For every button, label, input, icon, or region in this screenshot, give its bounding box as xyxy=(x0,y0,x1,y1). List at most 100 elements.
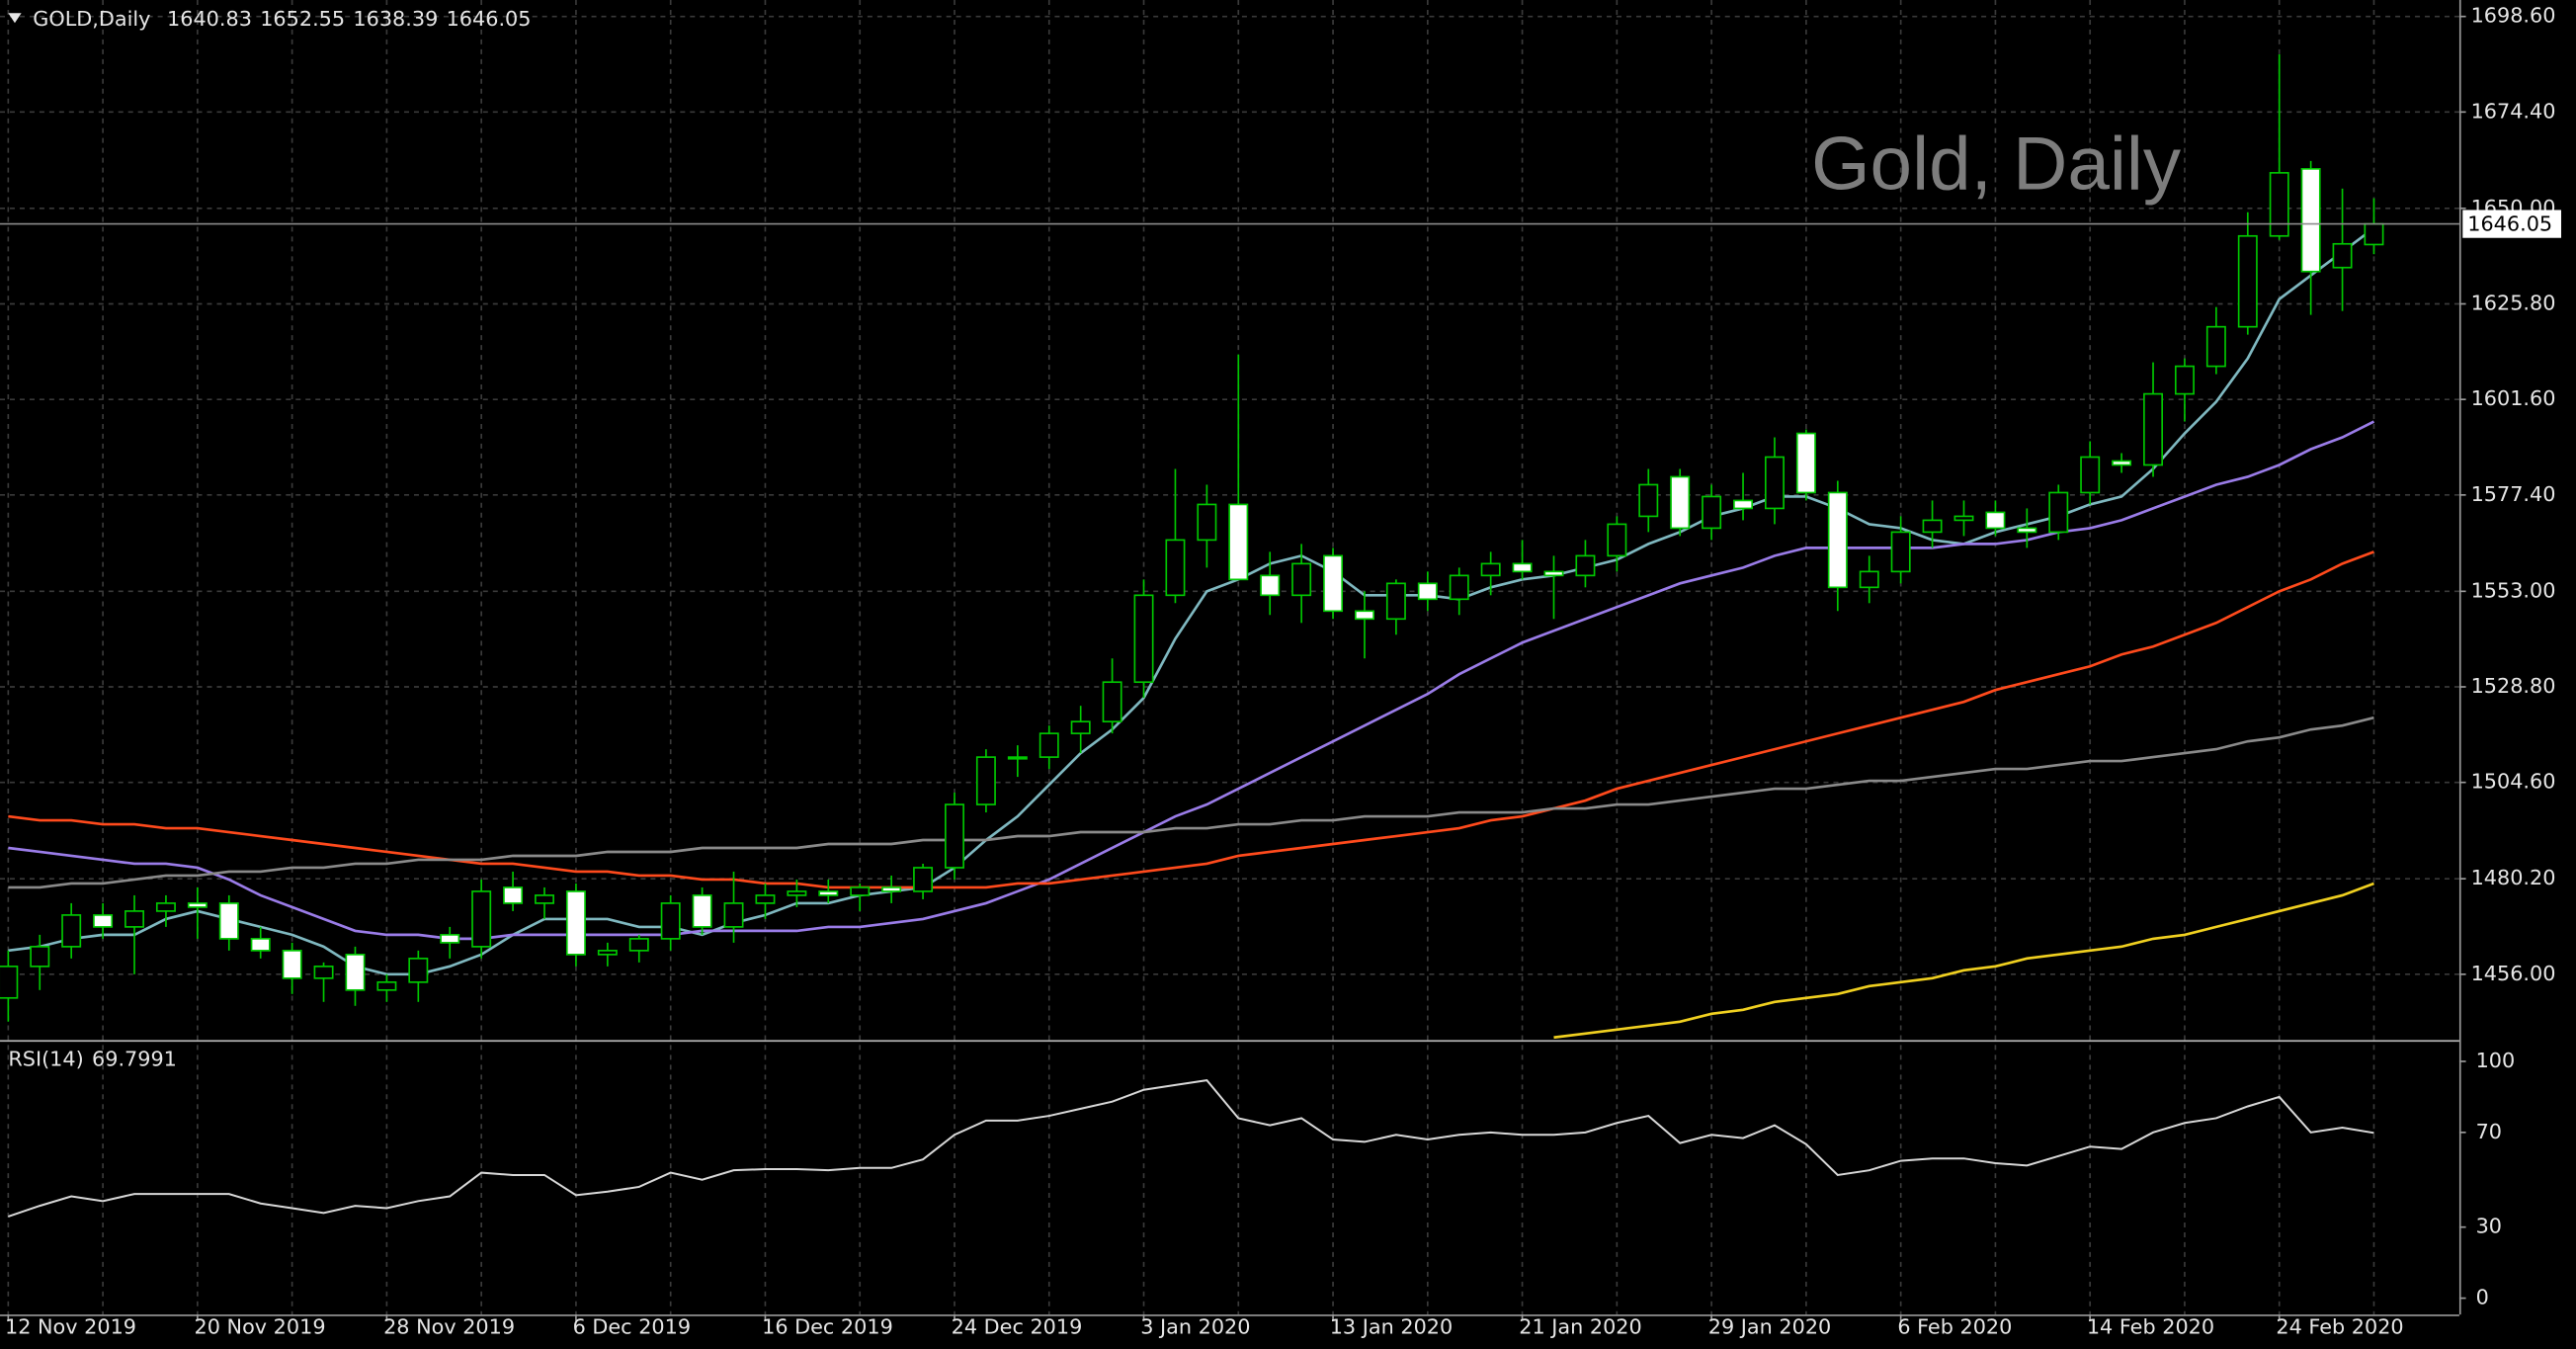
candle-body xyxy=(93,914,114,928)
candle-body xyxy=(1355,610,1374,621)
line-series xyxy=(8,420,2375,941)
line-series xyxy=(1553,882,2374,1040)
candle-body xyxy=(1827,491,1848,589)
candle-body xyxy=(2174,365,2195,395)
line-series xyxy=(8,1079,2374,1218)
y-tick-label: 1674.40 xyxy=(2471,99,2556,123)
rsi-value: 69.7991 xyxy=(92,1047,177,1070)
rsi-y-tick-label: 100 xyxy=(2476,1049,2516,1072)
candle-body xyxy=(975,756,996,805)
candle-body xyxy=(913,867,934,892)
candle-body xyxy=(1070,720,1091,734)
candle-body xyxy=(1165,539,1186,597)
x-tick-label: 29 Jan 2020 xyxy=(1708,1314,1831,1338)
candle-body xyxy=(1385,582,1406,621)
candle-body xyxy=(2300,168,2321,273)
candle-body xyxy=(1985,511,2006,530)
x-tick-label: 14 Feb 2020 xyxy=(2087,1314,2214,1338)
candle-body xyxy=(471,890,492,948)
watermark: Gold, Daily xyxy=(1811,122,2182,206)
candle-body xyxy=(125,910,144,928)
candle-body xyxy=(2048,491,2069,534)
candle-body xyxy=(2237,234,2258,328)
grid xyxy=(0,0,2459,1315)
collapse-icon xyxy=(8,13,22,24)
candle-body xyxy=(1323,554,1344,613)
candle-body xyxy=(1260,574,1281,597)
close-value: 1646.05 xyxy=(447,7,532,31)
y-tick-label: 1577.40 xyxy=(2471,482,2556,506)
candle-body xyxy=(1953,515,1974,522)
candle-body xyxy=(155,902,176,912)
candle-body xyxy=(1575,554,1596,577)
candle-body xyxy=(1007,756,1028,760)
y-tick-label: 1456.00 xyxy=(2471,962,2556,985)
candle-body xyxy=(1417,582,1438,601)
candle-body xyxy=(2080,456,2101,494)
candle-body xyxy=(250,938,271,952)
candle-body xyxy=(1890,531,1911,573)
x-tick-label: 24 Dec 2019 xyxy=(952,1314,1083,1338)
candle-body xyxy=(565,890,586,956)
candle-body xyxy=(218,902,239,940)
candle-body xyxy=(1922,519,1943,534)
candle-body xyxy=(628,938,649,952)
y-tick-label: 1601.60 xyxy=(2471,386,2556,410)
line-series xyxy=(8,716,2374,889)
x-tick-label: 16 Dec 2019 xyxy=(762,1314,893,1338)
candle-body xyxy=(503,886,524,904)
candle-body xyxy=(881,886,902,892)
candle-body xyxy=(535,894,554,904)
candle-body xyxy=(1039,732,1059,758)
candle-body xyxy=(723,902,744,928)
candle-body xyxy=(282,950,302,979)
x-tick-label: 13 Jan 2020 xyxy=(1330,1314,1453,1338)
candle-body xyxy=(313,966,334,979)
candle-body xyxy=(1197,503,1217,542)
candle-body xyxy=(0,966,19,999)
open-value: 1640.83 xyxy=(167,7,252,31)
candle-body xyxy=(1480,562,1501,577)
candle-body xyxy=(755,894,776,904)
price-label: 1646.05 xyxy=(2467,211,2552,235)
candle-body xyxy=(1702,495,1722,530)
candle-body xyxy=(1795,432,1816,494)
candle-body xyxy=(1764,456,1785,510)
candle-body xyxy=(2269,172,2289,237)
rsi-title: RSI(14) xyxy=(8,1047,83,1070)
x-tick-label: 3 Jan 2020 xyxy=(1140,1314,1250,1338)
candle-body xyxy=(787,890,807,896)
candle-body xyxy=(597,950,618,956)
candle-body xyxy=(440,934,460,944)
candle-body xyxy=(2143,392,2164,466)
candle-body xyxy=(945,803,964,869)
price-label-box xyxy=(2462,210,2562,238)
candle-body xyxy=(61,914,82,948)
candle-body xyxy=(692,894,712,928)
high-value: 1652.55 xyxy=(260,7,345,31)
x-tick-label: 6 Dec 2019 xyxy=(573,1314,691,1338)
candle-body xyxy=(2205,325,2226,368)
line-series xyxy=(8,550,2374,889)
x-tick-label: 24 Feb 2020 xyxy=(2276,1314,2403,1338)
candle-body xyxy=(2332,242,2353,269)
candle-body xyxy=(1543,570,1564,577)
candle-body xyxy=(2112,460,2132,466)
y-tick-label: 1504.60 xyxy=(2471,770,2556,794)
y-tick-label: 1480.20 xyxy=(2471,866,2556,889)
x-tick-label: 6 Feb 2020 xyxy=(1897,1314,2012,1338)
candle-body xyxy=(1133,594,1154,684)
candle-body xyxy=(2017,527,2037,534)
candle-body xyxy=(1607,523,1627,557)
candle-body xyxy=(850,886,871,896)
candle-body xyxy=(1102,681,1122,722)
candle-body xyxy=(1291,562,1312,597)
rsi-header: RSI(14) 69.7991 xyxy=(8,1047,177,1070)
y-tick-label: 1625.80 xyxy=(2471,291,2556,314)
candle-body xyxy=(345,954,366,991)
rsi-y-tick-label: 0 xyxy=(2476,1286,2489,1309)
candle-body xyxy=(1228,503,1249,581)
candle-body xyxy=(30,946,50,968)
